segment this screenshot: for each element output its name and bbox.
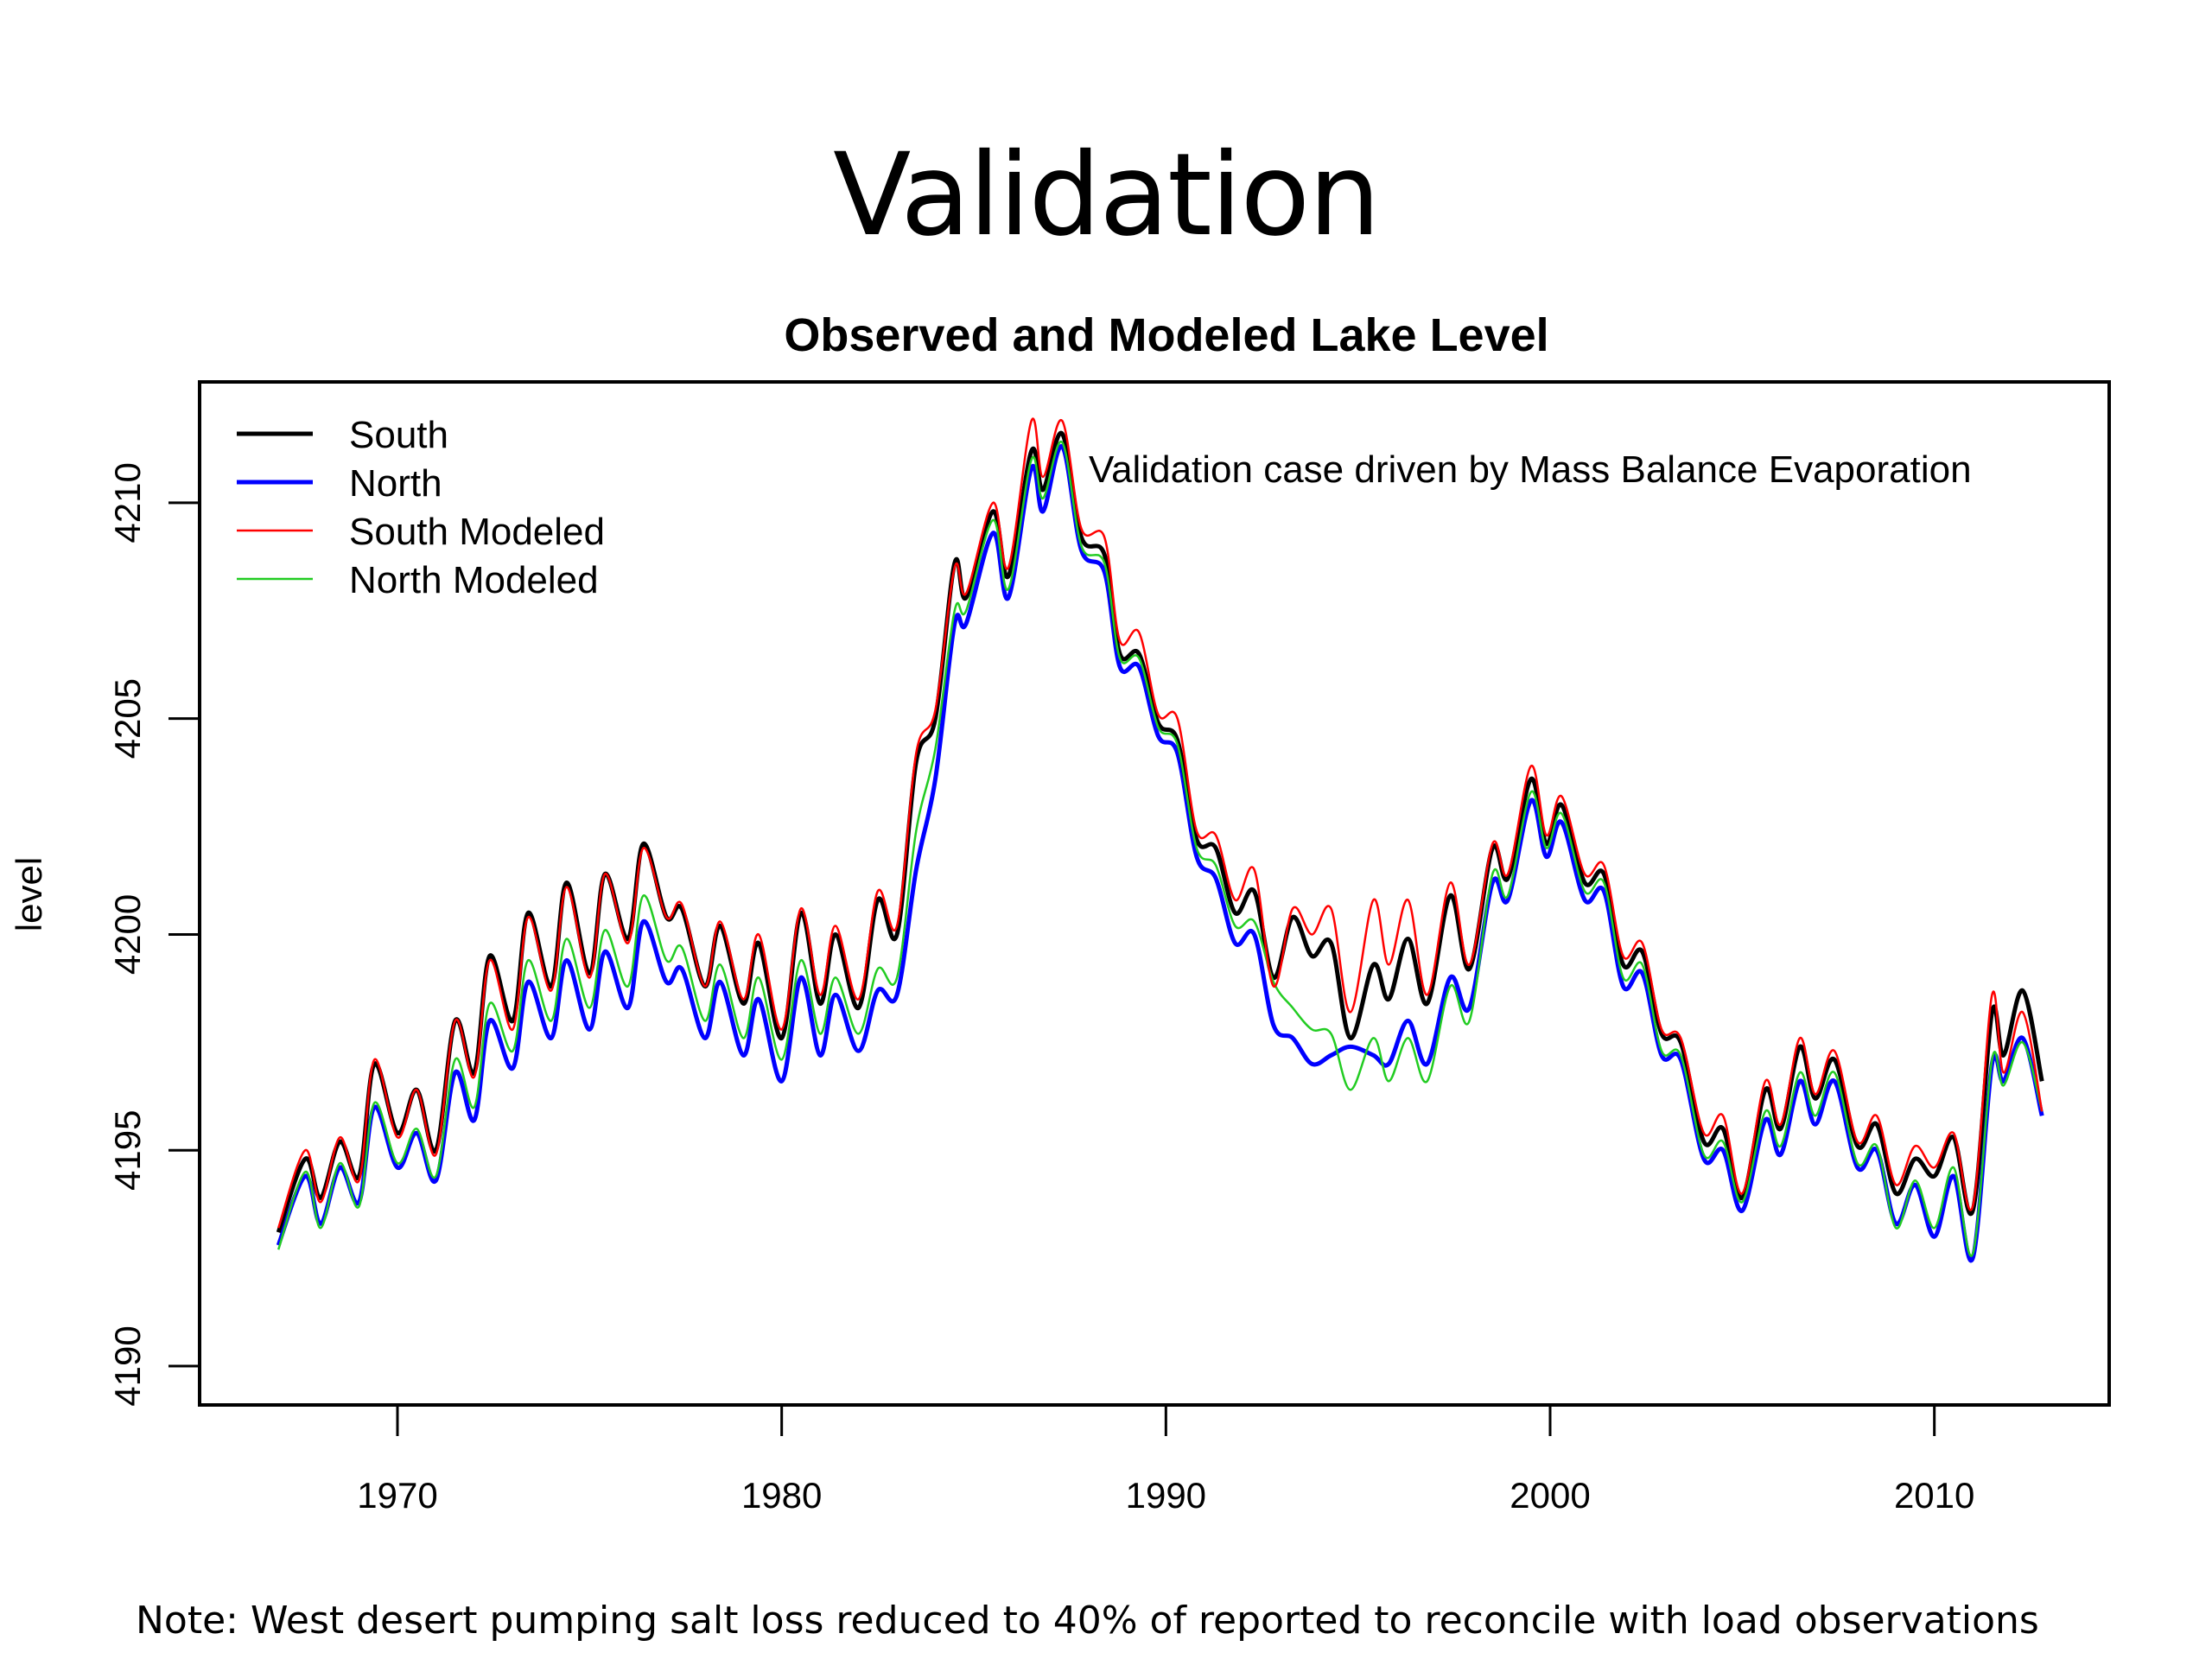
chart-annotation: Validation case driven by Mass Balance E… bbox=[1089, 448, 1972, 491]
series-line-north-modeled bbox=[277, 441, 2044, 1257]
chart-title: Observed and Modeled Lake Level bbox=[784, 309, 1549, 361]
legend-label: North Modeled bbox=[349, 559, 599, 601]
x-tick-label: 1970 bbox=[357, 1475, 437, 1516]
y-tick-label: 4190 bbox=[107, 1325, 148, 1406]
slide-title: Validation bbox=[833, 129, 1381, 262]
y-axis: 4190 4195 4200 4205 4210 bbox=[107, 462, 200, 1407]
x-tick-label: 2000 bbox=[1510, 1475, 1590, 1516]
y-tick-label: 4210 bbox=[107, 462, 148, 543]
x-tick-label: 1980 bbox=[741, 1475, 822, 1516]
footnote: Note: West desert pumping salt loss redu… bbox=[136, 1599, 2039, 1643]
legend-label: North bbox=[349, 462, 442, 505]
x-tick-label: 1990 bbox=[1126, 1475, 1206, 1516]
legend: South North South Modeled North Modeled bbox=[237, 414, 605, 601]
y-tick-label: 4205 bbox=[107, 678, 148, 759]
legend-label: South bbox=[349, 414, 448, 456]
legend-label: South Modeled bbox=[349, 511, 605, 553]
y-tick-label: 4195 bbox=[107, 1110, 148, 1191]
y-axis-title: level bbox=[9, 857, 49, 931]
series-line-south-modeled bbox=[277, 417, 2044, 1229]
x-tick-label: 2010 bbox=[1894, 1475, 1974, 1516]
y-tick-label: 4200 bbox=[107, 894, 148, 975]
x-axis: 1970 1980 1990 2000 2010 bbox=[357, 1405, 1974, 1516]
series-layer bbox=[276, 417, 2044, 1263]
plot-frame bbox=[198, 380, 2111, 1407]
series-line-north bbox=[276, 444, 2044, 1263]
